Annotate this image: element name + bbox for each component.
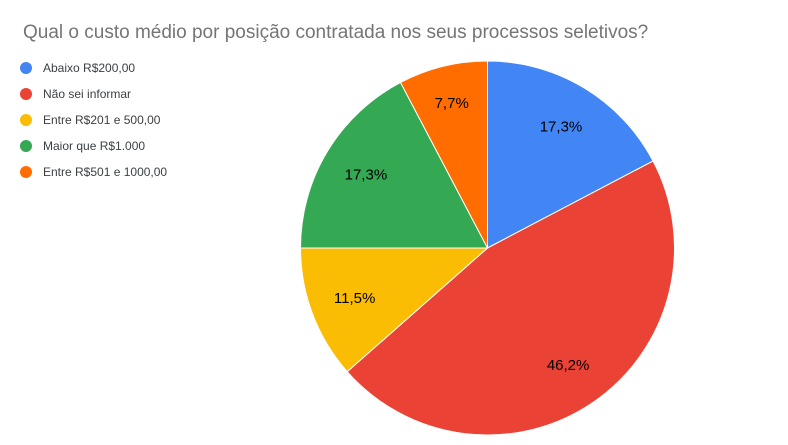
pie-slice-label: 17,3% [540,118,583,135]
pie-slice-label: 17,3% [345,167,388,184]
legend-swatch-icon [20,140,32,152]
legend-item[interactable]: Abaixo R$200,00 [20,61,167,75]
pie-slice[interactable] [299,247,489,373]
legend-item[interactable]: Entre R$201 e 500,00 [20,113,167,127]
pie-slice[interactable] [346,160,676,436]
pie-slice[interactable] [487,60,654,249]
pie-slice-label: 7,7% [435,95,469,112]
pie-slice-label: 46,2% [547,357,590,374]
legend-item[interactable]: Maior que R$1.000 [20,139,167,153]
pie-slice-label: 11,5% [334,290,375,307]
legend-item[interactable]: Não sei informar [20,87,167,101]
legend-swatch-icon [20,114,32,126]
legend-item-label: Entre R$201 e 500,00 [43,113,161,127]
legend-item[interactable]: Entre R$501 e 1000,00 [20,165,168,179]
pie-slice[interactable] [399,60,488,249]
pie-slice[interactable] [299,81,489,249]
chart-title: Qual o custo médio por posição contratad… [23,22,649,43]
legend-item-label: Entre R$501 e 1000,00 [43,165,168,179]
legend-swatch-icon [20,62,32,74]
legend-swatch-icon [20,88,32,100]
legend-swatch-icon [20,166,32,178]
chart-legend: Abaixo R$200,00 Não sei informar Entre R$2… [20,61,168,179]
legend-item-label: Não sei informar [43,87,132,101]
legend-item-label: Maior que R$1.000 [43,139,146,153]
legend-item-label: Abaixo R$200,00 [43,61,136,75]
